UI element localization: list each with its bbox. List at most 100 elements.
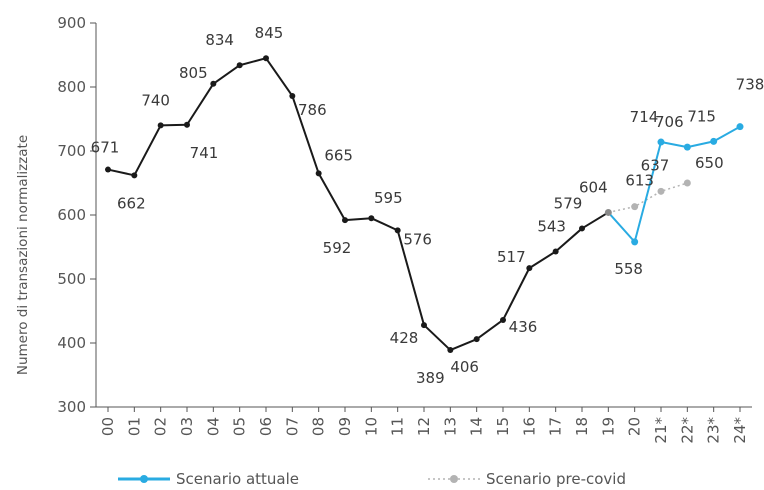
data-label: 558 [614,260,643,278]
data-label: 714 [630,108,659,126]
data-point [157,122,164,129]
series-line-main [107,57,609,352]
data-label: 738 [736,76,764,94]
data-label: 665 [324,146,353,164]
legend: Scenario attuale Scenario pre-covid [118,470,626,488]
x-tick-label: 14 [468,417,486,436]
data-label: 389 [416,369,445,387]
data-point [710,137,718,145]
data-point [604,208,612,216]
data-point [657,138,665,146]
data-point [447,347,454,354]
x-tick-label: 02 [152,417,170,436]
data-label: 406 [450,358,479,376]
y-axis: 300 400 500 600 700 800 900 [57,14,97,416]
data-point [552,248,559,255]
data-point [736,123,744,131]
y-tick-label: 900 [57,14,86,32]
data-label: 592 [323,239,352,257]
x-tick-label: 06 [257,417,275,436]
legend-marker-scenario-attuale [140,475,148,483]
x-tick-label: 07 [283,417,301,436]
x-tick-label: 05 [231,417,249,436]
data-point [526,265,533,272]
data-label: 786 [298,101,327,119]
x-tick-label: 16 [520,417,538,436]
data-label: 543 [537,217,566,235]
data-point [236,62,243,69]
data-point [683,179,691,187]
series-lines [107,57,741,352]
series-line-scenario-pre-covid [608,182,688,214]
x-tick-label: 04 [204,417,222,436]
data-point [368,215,375,222]
data-point [210,80,217,87]
data-point [315,170,322,177]
data-label: 845 [255,24,284,42]
data-point [657,187,665,195]
x-tick-label: 15 [494,417,512,436]
x-tick-label: 01 [125,417,143,436]
data-label: 671 [91,139,120,157]
x-tick-label: 00 [99,417,117,436]
x-tick-label: 20 [626,417,644,436]
data-label: 805 [179,64,208,82]
data-point [394,227,401,234]
data-label: 604 [579,178,608,196]
x-tick-label: 22* [678,417,696,444]
data-point [631,203,639,211]
data-point [105,166,111,173]
y-tick-label: 400 [57,334,86,352]
x-tick-label: 11 [389,417,407,436]
y-tick-label: 800 [57,78,86,96]
x-tick-label: 24* [731,417,749,444]
data-label: 576 [403,230,432,248]
data-label: 741 [190,144,219,162]
x-tick-label: 10 [362,417,380,436]
data-point [631,238,639,246]
data-point [263,55,269,62]
data-label: 428 [390,329,419,347]
data-label: 715 [687,107,716,125]
data-point [683,143,691,151]
data-point [500,316,506,323]
data-point [579,225,585,232]
x-tick-label: 09 [336,417,354,436]
x-tick-label: 08 [310,417,328,436]
data-label: 834 [205,31,234,49]
x-tick-label: 23* [705,417,723,444]
x-tick-label: 12 [415,417,433,436]
data-label: 650 [695,154,724,172]
data-point [342,217,348,224]
x-tick-label: 17 [547,417,565,436]
x-tick-label: 13 [441,417,459,436]
series-line-scenario-attuale [607,125,741,243]
x-tick-label: 18 [573,417,591,436]
y-tick-label: 300 [57,398,86,416]
legend-marker-scenario-pre-covid [450,475,458,483]
data-label: 436 [509,318,538,336]
y-tick-label: 600 [57,206,86,224]
legend-label-scenario-pre-covid: Scenario pre-covid [486,470,626,488]
data-point [473,336,480,343]
data-labels: 671 662 740 741 805 834 845 786 665 592 595 576 428 3… [91,24,764,387]
data-label: 662 [117,194,146,212]
data-label: 637 [641,156,670,174]
y-axis-title: Numero di transazioni normalizzate [15,135,31,375]
x-tick-label: 03 [178,417,196,436]
data-label: 517 [497,248,526,266]
x-tick-label: 19 [599,417,617,436]
x-tick-label: 21* [652,417,670,444]
data-label: 579 [554,194,583,212]
data-label: 613 [625,172,654,190]
data-point [184,121,190,128]
data-point [421,322,427,329]
data-label: 595 [374,189,403,207]
data-point [289,92,296,99]
x-axis: 00 01 02 03 04 05 06 07 08 09 10 11 12 13 14 15 16 17 18 19… [96,406,752,444]
series-points [105,55,744,354]
legend-label-scenario-attuale: Scenario attuale [176,470,299,488]
y-tick-label: 500 [57,270,86,288]
data-label: 706 [655,113,684,131]
